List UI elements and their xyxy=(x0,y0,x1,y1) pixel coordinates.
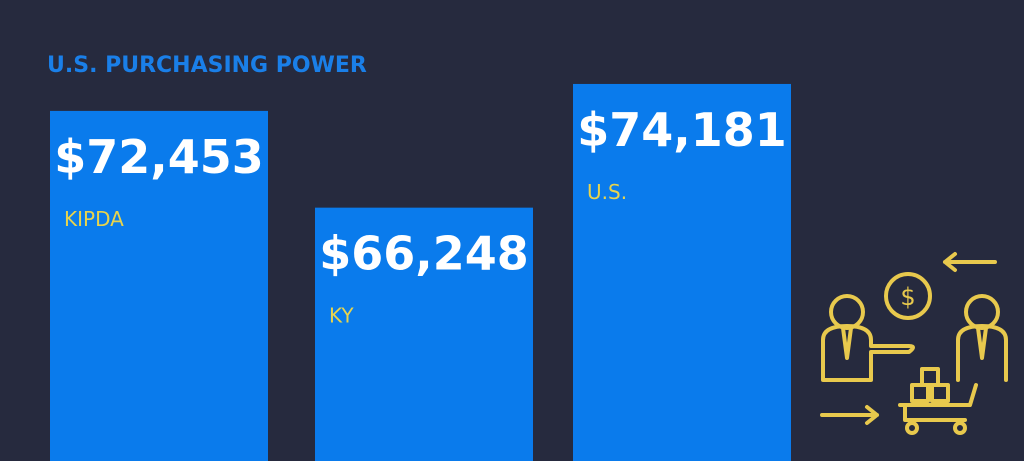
bar xyxy=(50,110,268,461)
value-label: $72,453 xyxy=(54,130,264,184)
trade-icon: $ xyxy=(820,252,1008,435)
bar xyxy=(573,83,791,461)
value-label: $66,248 xyxy=(319,227,529,281)
chart-title: U.S. PURCHASING POWER xyxy=(47,53,367,78)
category-label: U.S. xyxy=(587,180,627,204)
category-label: KIPDA xyxy=(64,207,124,231)
svg-text:$: $ xyxy=(900,283,915,311)
bar xyxy=(315,207,533,461)
category-label: KY xyxy=(329,304,354,328)
value-label: $74,181 xyxy=(577,103,787,157)
